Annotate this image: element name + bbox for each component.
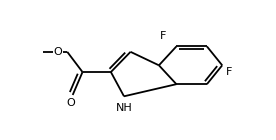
Text: NH: NH bbox=[116, 103, 132, 113]
Text: F: F bbox=[160, 31, 166, 41]
Text: O: O bbox=[66, 98, 75, 108]
Text: O: O bbox=[54, 47, 62, 57]
Text: F: F bbox=[225, 67, 232, 77]
